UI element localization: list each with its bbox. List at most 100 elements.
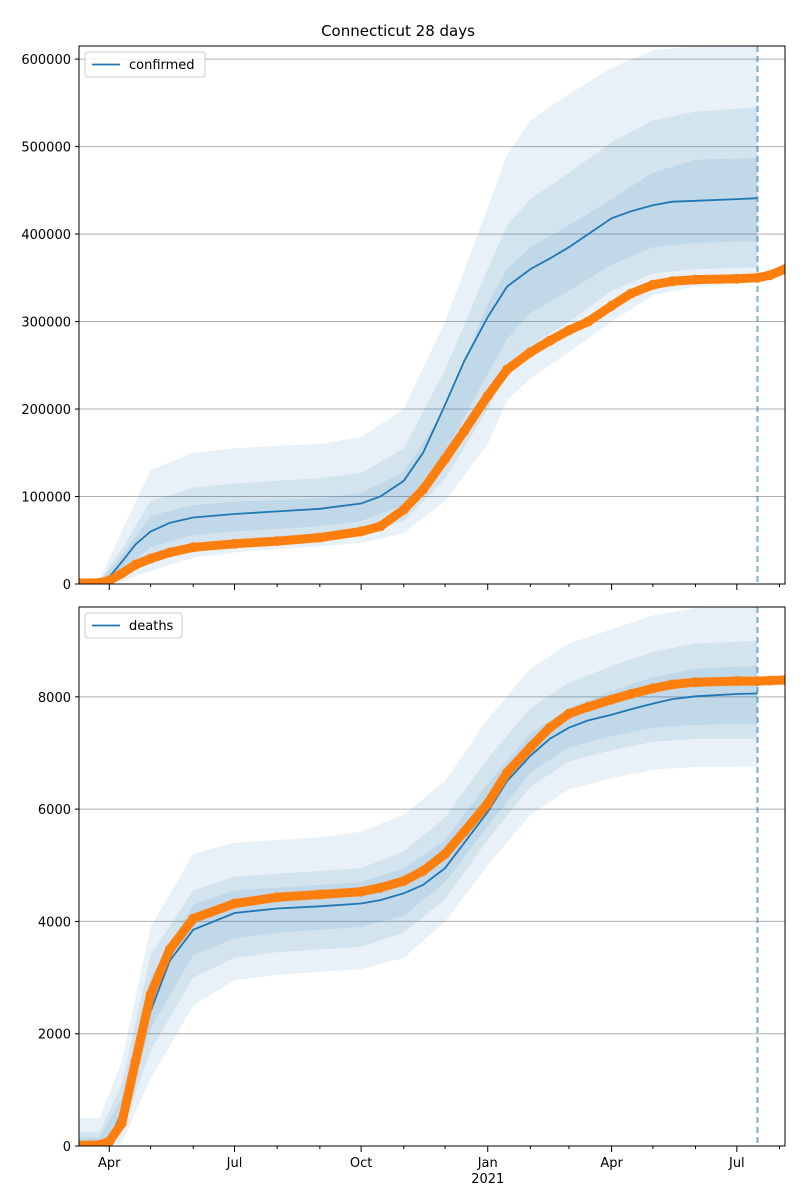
observed-point [667,679,678,690]
legend-box [84,612,183,639]
x-tick-label: Apr [98,1156,121,1171]
observed-point [116,568,127,579]
y-tick-label: 400000 [21,228,71,243]
observed-point [482,798,493,809]
observed-point [647,279,658,290]
band-inner [79,158,758,584]
observed-point [94,577,105,584]
observed-point [104,1136,115,1146]
band-middle [79,640,758,1146]
legend: deaths [84,612,183,639]
panel-confirmed: 0 100000 200000 300000 400000 500000 600000 con… [21,45,786,593]
observed-point [780,675,785,685]
observed-point [563,325,574,336]
observed-point [606,694,617,705]
observed-point [731,273,742,284]
observed-point [625,288,636,299]
panel-deaths: 0 2000 4000 6000 8000 Apr Jul Oct Jan Apr Jul 2021 d… [38,606,786,1187]
observed-point [563,708,574,719]
observed-point [690,274,701,285]
observed-point [482,390,493,401]
y-tick-label: 0 [63,578,71,593]
axes-frame [78,45,786,585]
observed-point [440,849,451,859]
y-tick-label: 100000 [21,491,71,506]
observed-point [272,892,283,903]
y-tick-label: 4000 [38,915,71,930]
y-tick-label: 2000 [38,1028,71,1043]
y-tick-label: 8000 [38,691,71,706]
observed-point [314,532,325,543]
observed-point [375,521,386,532]
observed-point [188,913,199,924]
observed-point [502,364,512,375]
observed-point [356,526,367,537]
observed-point [314,889,325,900]
y-tick-label: 500000 [21,141,71,156]
legend: confirmed [84,51,206,78]
observed-point [752,272,763,283]
observed-point [459,425,470,436]
observed-point [440,453,451,464]
observed-point [667,276,678,287]
observed-point [164,944,175,955]
x-year-label: 2021 [471,1172,504,1187]
observed-point [525,742,536,753]
observed-point [130,559,141,570]
observed-point [145,989,156,1000]
x-tick-label: Jul [728,1156,745,1171]
observed-point [690,677,701,688]
x-tick-label: Jan [477,1156,498,1171]
observed-point [272,536,283,547]
axes-frame [78,606,786,1147]
observed-point [116,1118,127,1129]
observed-point [583,316,594,327]
observed-point [731,676,742,687]
x-tick-label: Oct [350,1156,372,1171]
observed-point [459,826,470,837]
series-line-confirmed [79,197,758,584]
y-tick-label: 300000 [21,316,71,331]
observed-point [145,553,156,564]
observed-point [764,675,775,686]
observed-point [229,538,240,549]
observed-point [544,335,555,346]
observed-point [764,270,775,281]
y-tick-label: 0 [63,1140,71,1155]
observed-point [229,898,240,909]
observed-point [79,578,84,584]
observed-point [606,300,617,311]
observed-point [79,1140,84,1146]
observed-point [398,504,409,515]
y-tick-label: 6000 [38,803,71,818]
observed-point [94,1139,105,1146]
observed-point [104,575,115,584]
observed-point [164,547,175,558]
band-middle [79,107,758,584]
observed-point [375,882,386,893]
x-tick-label: Apr [600,1156,623,1171]
observed-point [188,542,199,553]
observed-point [418,865,429,876]
observed-point [398,876,409,886]
y-tick-label: 600000 [21,53,71,68]
observed-point [525,347,536,358]
observed-point [356,886,367,897]
observed-point [625,689,636,699]
observed-point [583,701,594,712]
x-tick-label: Jul [226,1156,243,1171]
y-tick-label: 200000 [21,403,71,418]
observed-point [647,683,658,694]
band-outer [79,46,758,584]
plot-area [79,46,785,584]
legend-label: deaths [129,619,174,634]
observed-point [780,264,785,275]
observed-point [130,1056,141,1067]
observed-point [752,676,763,687]
observed-point [418,484,429,495]
legend-box [84,51,206,78]
legend-label: confirmed [129,58,195,73]
chart-title: Connecticut 28 days [321,22,475,40]
